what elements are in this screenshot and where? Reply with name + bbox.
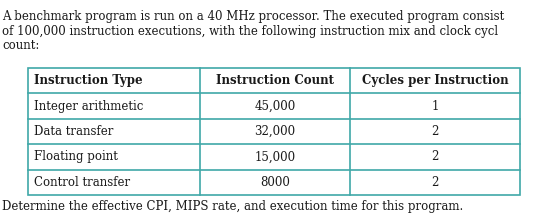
Text: Instruction Count: Instruction Count xyxy=(216,74,334,87)
Text: of 100,000 instruction executions, with the following instruction mix and clock : of 100,000 instruction executions, with … xyxy=(2,25,498,38)
Text: 32,000: 32,000 xyxy=(255,125,295,138)
Text: Cycles per Instruction: Cycles per Instruction xyxy=(362,74,508,87)
Text: 2: 2 xyxy=(431,150,439,163)
Text: Control transfer: Control transfer xyxy=(34,176,130,189)
Text: A benchmark program is run on a 40 MHz processor. The executed program consist: A benchmark program is run on a 40 MHz p… xyxy=(2,10,504,23)
Text: 2: 2 xyxy=(431,176,439,189)
Text: 15,000: 15,000 xyxy=(255,150,295,163)
Text: Integer arithmetic: Integer arithmetic xyxy=(34,100,143,113)
Text: 8000: 8000 xyxy=(260,176,290,189)
Text: 45,000: 45,000 xyxy=(255,100,295,113)
Text: 2: 2 xyxy=(431,125,439,138)
Text: Determine the effective CPI, MIPS rate, and execution time for this program.: Determine the effective CPI, MIPS rate, … xyxy=(2,200,463,213)
Text: Data transfer: Data transfer xyxy=(34,125,113,138)
Text: count:: count: xyxy=(2,39,39,52)
Text: Floating point: Floating point xyxy=(34,150,118,163)
Text: Instruction Type: Instruction Type xyxy=(34,74,143,87)
Text: 1: 1 xyxy=(431,100,439,113)
Bar xyxy=(28,68,520,195)
